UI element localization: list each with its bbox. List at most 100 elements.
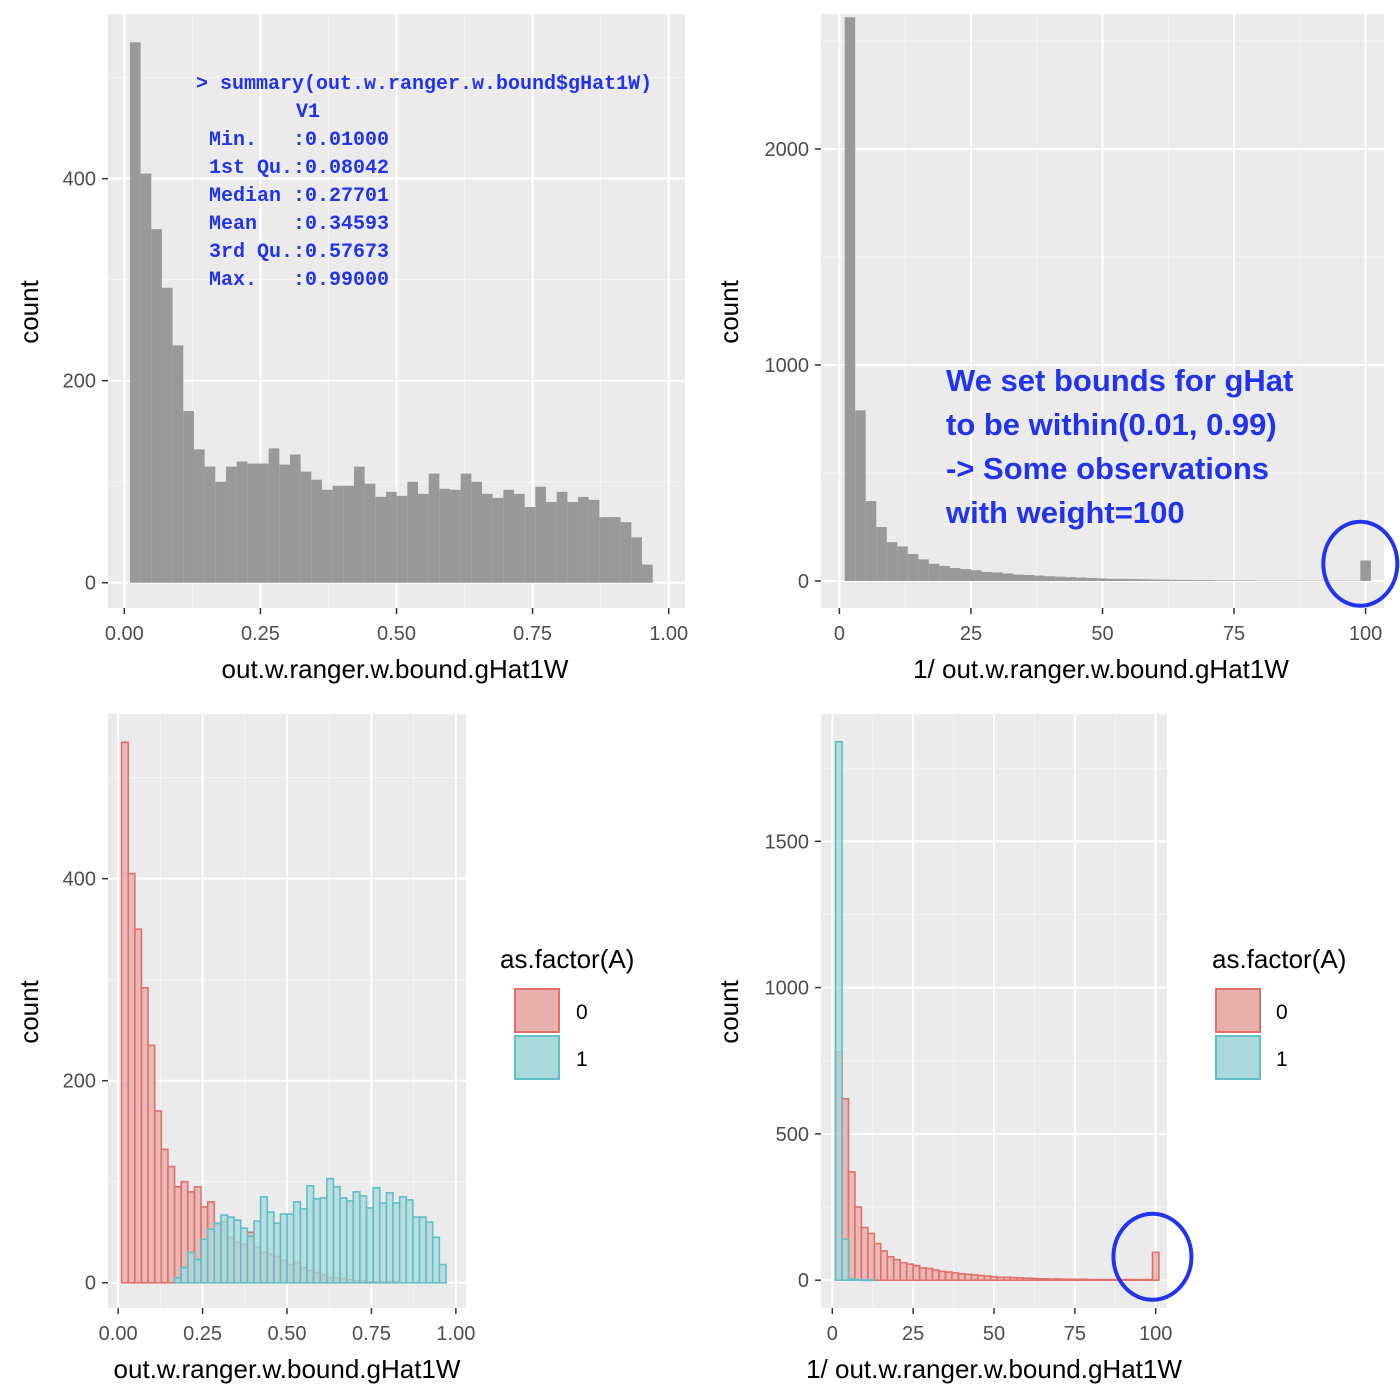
histogram-bar-group-0: [899, 1261, 908, 1282]
histogram-bar-group-0: [1067, 1278, 1076, 1282]
x-axis-title: 1/ out.w.ranger.w.bound.gHat1W: [913, 654, 1289, 684]
histogram-bar-group-1: [206, 1228, 216, 1284]
histogram-bar-group-1: [385, 1192, 394, 1284]
histogram-bar-group-0: [140, 986, 149, 1284]
histogram-bar: [1244, 580, 1256, 581]
histogram-bar-group-1: [226, 1216, 235, 1284]
histogram-bar-group-0: [880, 1250, 889, 1282]
histogram-bar-group-0: [854, 1206, 863, 1282]
histogram-bar-group-0: [977, 1274, 986, 1282]
histogram-bar: [1339, 580, 1350, 582]
histogram-bar-group-0: [912, 1264, 921, 1282]
histogram-bar: [1307, 580, 1319, 582]
histogram-bars: [844, 17, 1371, 582]
histogram-bar: [855, 410, 866, 581]
histogram-bar: [1191, 580, 1203, 581]
legend-key-0: [1215, 988, 1261, 1033]
histogram-bar: [364, 483, 376, 583]
histogram-bar-group-1: [273, 1222, 282, 1284]
histogram-bar-group-1: [326, 1177, 335, 1284]
histogram-bar-group-0: [147, 1044, 156, 1284]
legend-label-0: 0: [576, 1001, 588, 1024]
histogram-bar: [1086, 577, 1098, 581]
y-tick-label: 200: [63, 1071, 96, 1093]
histogram-bar: [514, 493, 525, 583]
histogram-bar-group-0: [1061, 1278, 1070, 1282]
histogram-bar-group-0: [173, 1185, 182, 1284]
x-tick-label: 0: [827, 1323, 838, 1345]
histogram-bar-group-0: [1138, 1278, 1147, 1282]
histogram-bar-group-1: [193, 1258, 202, 1284]
annotation-line-2: to be within(0.01, 0.99): [946, 407, 1277, 442]
histogram-bar-group-0: [892, 1258, 902, 1282]
histogram-bar: [567, 501, 579, 583]
y-tick-label: 1500: [765, 831, 810, 853]
histogram-bar-group-0: [127, 872, 136, 1284]
histogram-bar: [1318, 580, 1329, 582]
histogram-bar-group-1: [312, 1198, 321, 1284]
histogram-bar: [642, 564, 653, 583]
histogram-bar: [1328, 580, 1340, 582]
histogram-bar-group-0: [1125, 1278, 1134, 1282]
histogram-bar-group-1: [392, 1202, 401, 1284]
histogram-bar: [161, 287, 173, 583]
histogram-bar-group-0: [1009, 1276, 1018, 1282]
histogram-bar: [844, 17, 856, 582]
x-tick-label: 0.50: [268, 1323, 307, 1345]
histogram-bar-group-1: [233, 1219, 242, 1284]
histogram-bar-group-0: [886, 1255, 895, 1282]
histogram-bar: [588, 499, 600, 583]
histogram-bar: [1297, 580, 1308, 582]
histogram-bar-group-1: [854, 1278, 863, 1282]
x-tick-label: 100: [1349, 623, 1382, 645]
y-axis-title: count: [714, 279, 744, 343]
y-tick-label: 0: [798, 571, 809, 593]
histogram-bar-group-0: [1015, 1277, 1024, 1282]
histogram-bar: [247, 463, 258, 583]
histogram-bar: [418, 493, 429, 583]
histogram-bar-group-1: [345, 1200, 355, 1284]
histogram-bar-group-0: [1035, 1277, 1044, 1282]
summary-row-1st-qu: 1st Qu.:0.08042: [209, 157, 389, 180]
y-axis-title: count: [714, 979, 744, 1043]
histogram-bar: [482, 493, 493, 583]
annotation-line-3: -> Some observations: [946, 451, 1269, 486]
histogram-bar-group-1: [372, 1186, 381, 1284]
histogram-bar: [1034, 575, 1045, 581]
y-tick-label: 400: [63, 169, 96, 191]
histogram-bar: [620, 522, 632, 583]
histogram-bar: [1076, 577, 1087, 581]
histogram-bar: [1118, 578, 1129, 581]
histogram-bar-group-0: [1048, 1278, 1057, 1282]
histogram-bar-group-1: [292, 1201, 302, 1284]
histogram-bar-group-1: [239, 1227, 249, 1284]
histogram-bar: [578, 496, 589, 583]
summary-command: > summary(out.w.ranger.w.bound$gHat1W): [196, 73, 652, 96]
x-tick-label: 0: [834, 623, 845, 645]
y-tick-label: 1000: [765, 355, 810, 377]
y-axis-title: count: [14, 979, 44, 1043]
histogram-bar-group-0: [989, 1275, 999, 1282]
histogram-bar: [599, 517, 611, 583]
y-tick-label: 0: [798, 1270, 809, 1292]
histogram-bar-group-0: [931, 1269, 940, 1282]
histogram-bar-group-1: [200, 1238, 209, 1284]
histogram-bar-group-1: [339, 1197, 348, 1284]
histogram-bar: [918, 559, 929, 581]
x-tick-label: 1.00: [649, 623, 688, 645]
histogram-bar: [343, 485, 354, 583]
x-tick-label: 0.25: [183, 1323, 222, 1345]
histogram-bar: [1097, 578, 1108, 581]
histogram-bar-group-0: [1002, 1276, 1011, 1282]
histogram-bar: [1160, 579, 1171, 581]
summary-row-mean: Mean :0.34593: [209, 213, 389, 236]
histogram-bar-group-1: [841, 1238, 850, 1282]
histogram-bar-group-1: [220, 1214, 229, 1284]
histogram-bar: [353, 466, 365, 583]
histogram-bar: [1202, 580, 1213, 581]
histogram-bar: [172, 345, 184, 583]
histogram-bar-group-0: [944, 1271, 953, 1282]
histogram-bar-group-0: [120, 741, 130, 1284]
